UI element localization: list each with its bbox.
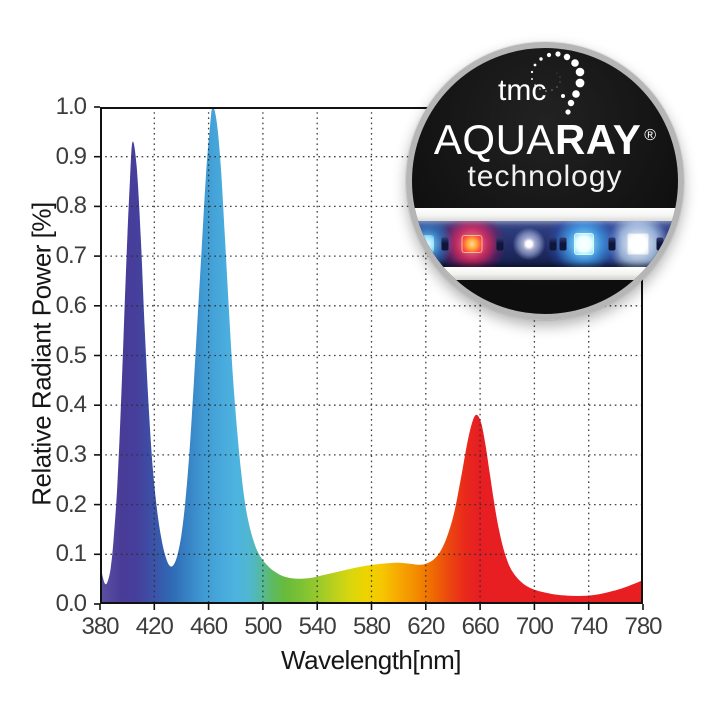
x-tick-label: 660 — [461, 613, 500, 640]
tmc-swirl-dot — [567, 99, 575, 107]
y-tick-label: 0.7 — [55, 242, 87, 270]
led-strip-bottom-rail — [412, 267, 678, 280]
white-led — [627, 233, 649, 255]
registered-trademark-icon: ® — [644, 127, 657, 144]
tmc-swirl-dot — [571, 59, 579, 67]
y-tick-label: 0.8 — [55, 192, 87, 220]
y-tick-label: 0.9 — [55, 142, 87, 170]
smd-component — [608, 237, 616, 251]
tmc-swirl-dot — [575, 78, 585, 88]
y-tick-label: 0.0 — [55, 590, 87, 617]
badge-title: AQUARAY ® — [412, 118, 678, 172]
tmc-swirl-dot — [539, 57, 543, 61]
x-tick-label: 460 — [190, 613, 228, 640]
blue-glow-partial — [420, 235, 434, 253]
x-tick-label: 740 — [570, 613, 608, 640]
plot-frame — [100, 107, 643, 604]
tmc-swirl-dot — [563, 53, 571, 61]
tmc-swirl-dot — [555, 51, 561, 57]
smd-component — [559, 237, 567, 251]
y-tick-label: 0.4 — [55, 391, 87, 419]
tmc-swirl-dot — [559, 81, 561, 83]
tmc-swirl-dot — [559, 76, 561, 78]
tmc-swirl-dot — [546, 52, 552, 58]
red-led — [461, 235, 483, 253]
spectrum-area — [100, 107, 643, 604]
tmc-swirl-dot — [556, 86, 558, 88]
x-tick-label: 420 — [135, 613, 174, 640]
smd-component — [441, 237, 449, 251]
y-tick-label: 0.5 — [55, 341, 87, 369]
aquaray-badge: tmc AQUARAY ® technology — [406, 42, 684, 320]
mini-white-led — [524, 238, 534, 250]
led-strip-pcb — [412, 221, 678, 267]
y-tick-label: 0.1 — [55, 540, 87, 568]
tmc-swirl-dot — [551, 89, 553, 91]
tmc-swirl-dot — [539, 88, 541, 90]
tmc-swirl-dot — [565, 109, 571, 115]
tmc-swirl-dot — [545, 90, 547, 92]
badge-title-aqua: AQUA — [433, 116, 555, 163]
tmc-swirl-dot — [561, 94, 565, 98]
badge-subtitle: technology — [467, 160, 623, 193]
tmc-swirl-dot — [575, 67, 585, 77]
x-tick-label: 500 — [244, 613, 282, 640]
x-axis-title: Wavelength[nm] — [281, 645, 461, 675]
y-tick-label: 0.3 — [55, 440, 87, 468]
x-tick-label: 540 — [298, 613, 337, 640]
tmc-logo-text: tmc — [498, 74, 547, 107]
tmc-swirl-dot — [533, 63, 537, 67]
x-tick-label: 780 — [624, 613, 662, 640]
tmc-swirl-dot — [530, 70, 534, 74]
badge-title-ray: RAY — [554, 116, 642, 163]
tmc-logo: tmc — [498, 74, 546, 134]
x-tick-label: 620 — [407, 613, 445, 640]
blue-led — [574, 233, 594, 255]
x-tick-label: 580 — [352, 613, 391, 640]
y-tick-label: 0.6 — [55, 291, 87, 319]
smd-component — [496, 237, 504, 251]
x-tick-label: 700 — [515, 613, 554, 640]
tmc-swirl-dot — [531, 78, 533, 80]
y-tick-label: 0.2 — [55, 490, 87, 518]
tmc-swirl-dot — [572, 90, 580, 98]
smd-component — [549, 237, 557, 251]
led-strip-top-rail — [412, 208, 678, 221]
tmc-dots-swirl-icon — [530, 51, 585, 115]
smd-component — [656, 237, 664, 251]
y-tick-label: 1.0 — [55, 93, 87, 120]
x-tick-label: 380 — [81, 613, 119, 640]
tmc-swirl-dot — [534, 84, 536, 86]
led-strip-photo — [412, 208, 678, 280]
tmc-swirl-dot — [556, 72, 558, 74]
